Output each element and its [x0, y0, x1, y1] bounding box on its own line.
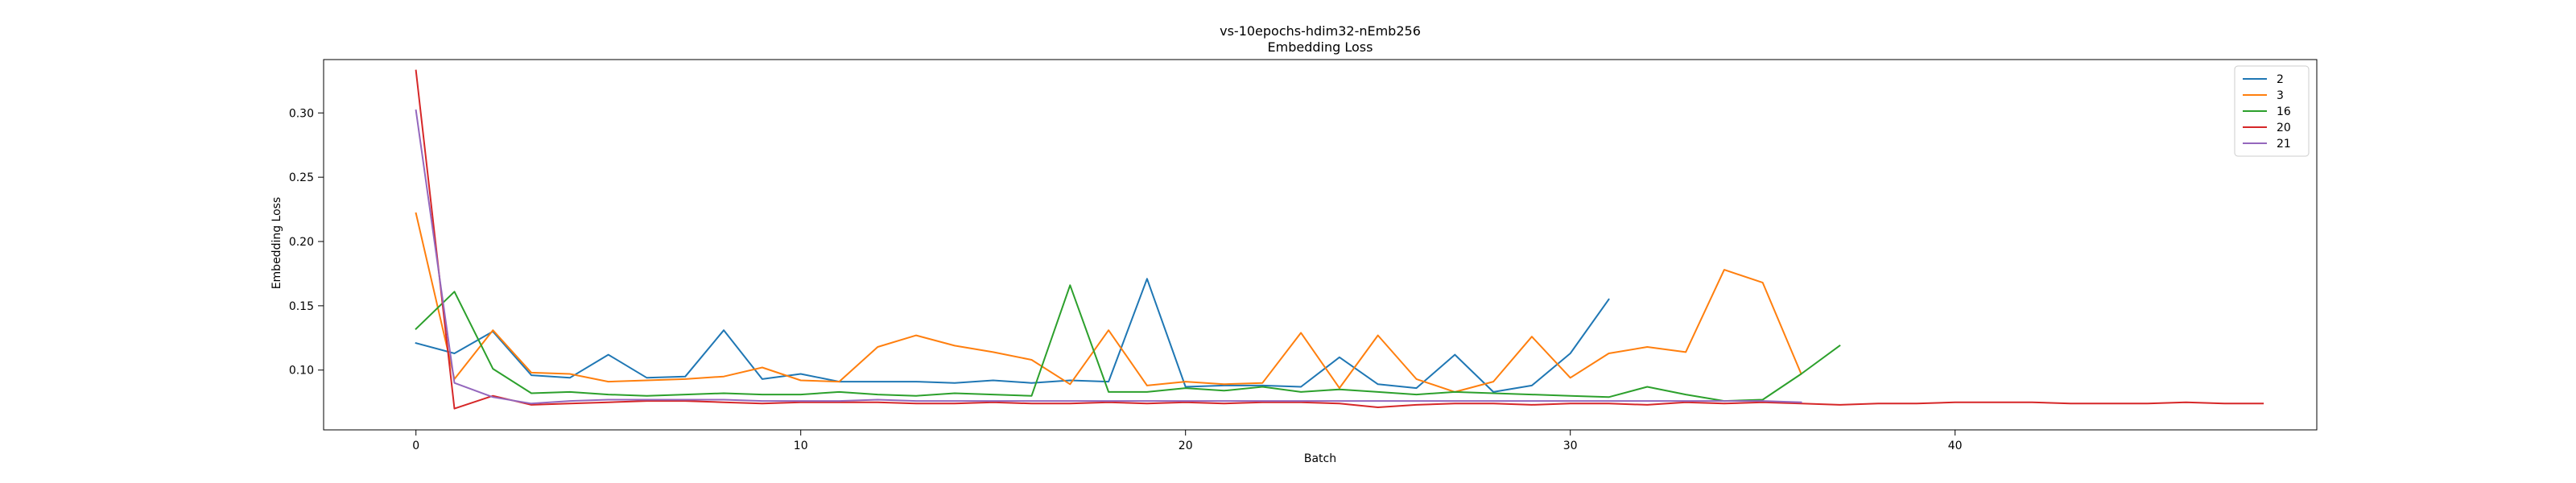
- y-tick-label: 0.10: [289, 365, 314, 378]
- legend-label-2: 2: [2277, 73, 2284, 86]
- series-line-2: [415, 278, 1610, 393]
- series-line-20: [415, 69, 2264, 410]
- plot-area-frame: [323, 59, 2318, 431]
- x-tick-label: 20: [1179, 440, 1193, 452]
- legend-label-3: 3: [2277, 89, 2284, 102]
- y-tick-label: 0.20: [289, 236, 314, 249]
- y-tick-label: 0.25: [289, 171, 314, 184]
- y-tick-label: 0.30: [289, 107, 314, 120]
- series-line-21: [415, 109, 1802, 405]
- legend-label-16: 16: [2277, 105, 2291, 118]
- x-tick-label: 40: [1948, 440, 1963, 452]
- y-tick-label: 0.15: [289, 300, 314, 313]
- y-axis-label: Embedding Loss: [270, 197, 283, 290]
- x-axis-label: Batch: [1304, 452, 1336, 465]
- x-tick-label: 30: [1563, 440, 1578, 452]
- chart-subtitle: Embedding Loss: [1268, 39, 1373, 55]
- x-tick-label: 0: [412, 440, 419, 452]
- legend-label-21: 21: [2277, 138, 2291, 151]
- series-line-16: [415, 284, 1841, 402]
- series-line-3: [415, 212, 1802, 393]
- x-tick-label: 10: [794, 440, 808, 452]
- legend-box: [2234, 65, 2310, 157]
- legend-label-20: 20: [2277, 122, 2291, 134]
- chart-title: vs-10epochs-hdim32-nEmb256: [1220, 23, 1421, 39]
